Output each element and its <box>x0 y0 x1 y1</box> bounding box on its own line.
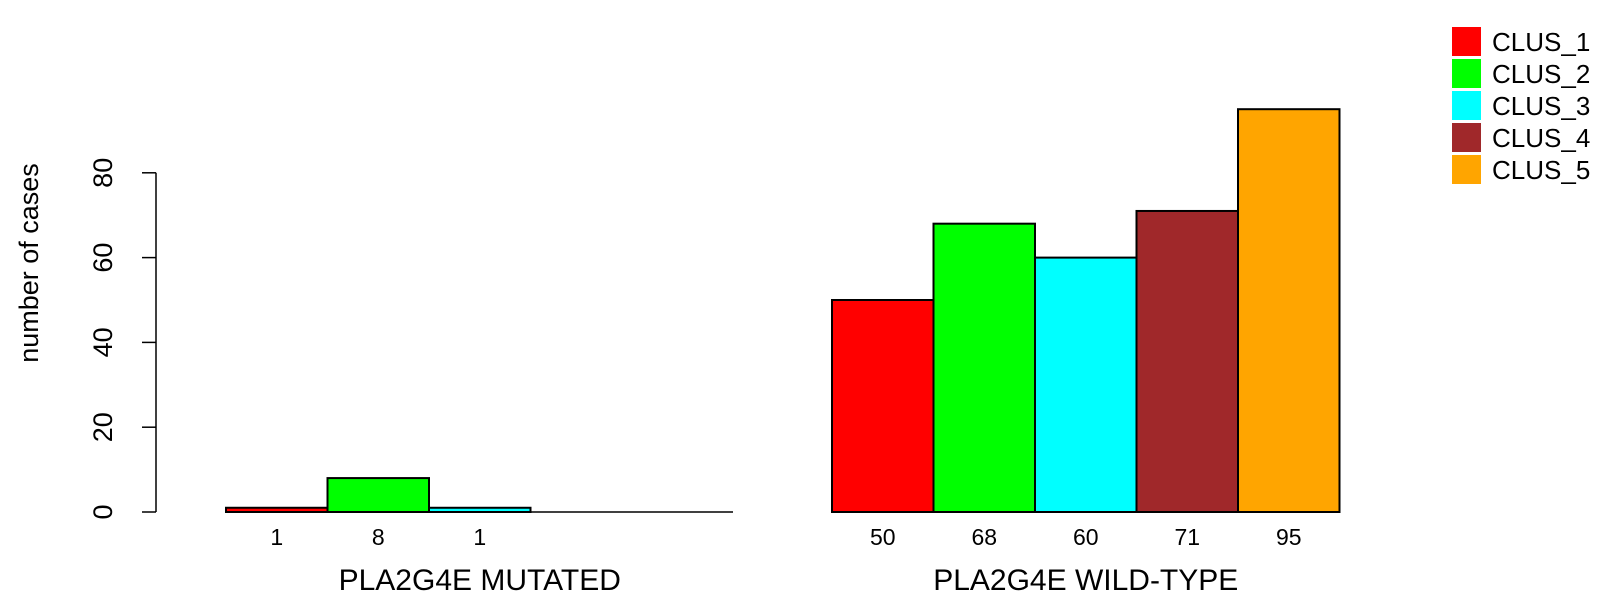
bar-mutated-clus_3 <box>428 506 532 514</box>
y-tick-label: 60 <box>88 243 118 273</box>
legend-label: CLUS_3 <box>1492 91 1590 121</box>
group-label: PLA2G4E MUTATED <box>339 564 621 597</box>
bar-value-label: 68 <box>971 524 997 550</box>
y-axis-label: number of cases <box>14 163 44 363</box>
y-tick-label: 40 <box>88 327 118 357</box>
legend-swatch <box>1452 155 1481 184</box>
legend-swatch <box>1452 59 1481 88</box>
y-tick-label: 80 <box>88 158 118 188</box>
legend-swatch <box>1452 123 1481 152</box>
bar-value-label: 60 <box>1073 524 1099 550</box>
group-label: PLA2G4E WILD-TYPE <box>933 564 1238 597</box>
group-labels: PLA2G4E MUTATED PLA2G4E WILD-TYPE <box>339 564 1239 597</box>
bar-value-label: 1 <box>270 524 283 550</box>
bar-value-label: 50 <box>870 524 896 550</box>
legend-label: CLUS_5 <box>1492 155 1590 185</box>
bar-value-label: 1 <box>473 524 486 550</box>
bar-mutated-clus_2 <box>326 477 430 513</box>
legend-label: CLUS_2 <box>1492 59 1590 89</box>
bar-wild-type-clus_2 <box>932 222 1036 513</box>
legend-swatch <box>1452 91 1481 120</box>
bar-wild-type-clus_3 <box>1034 256 1138 513</box>
legend-label: CLUS_4 <box>1492 123 1590 153</box>
bar-value-label: 8 <box>372 524 385 550</box>
bar-value-label: 71 <box>1174 524 1200 550</box>
bar-mutated-clus_1 <box>225 506 329 514</box>
y-tick-label: 20 <box>88 412 118 442</box>
legend-label: CLUS_1 <box>1492 27 1590 57</box>
bar-wild-type-clus_5 <box>1237 108 1341 513</box>
bar-wild-type-clus_4 <box>1135 209 1239 514</box>
bar-value-label: 95 <box>1276 524 1302 550</box>
legend-swatch <box>1452 27 1481 56</box>
y-axis: 0 20 40 60 80 <box>88 158 157 520</box>
value-labels: 1 8 1 50 68 60 71 95 <box>270 524 1301 550</box>
bars <box>225 108 1341 514</box>
bar-wild-type-clus_1 <box>831 299 935 513</box>
y-tick-label: 0 <box>88 504 118 519</box>
